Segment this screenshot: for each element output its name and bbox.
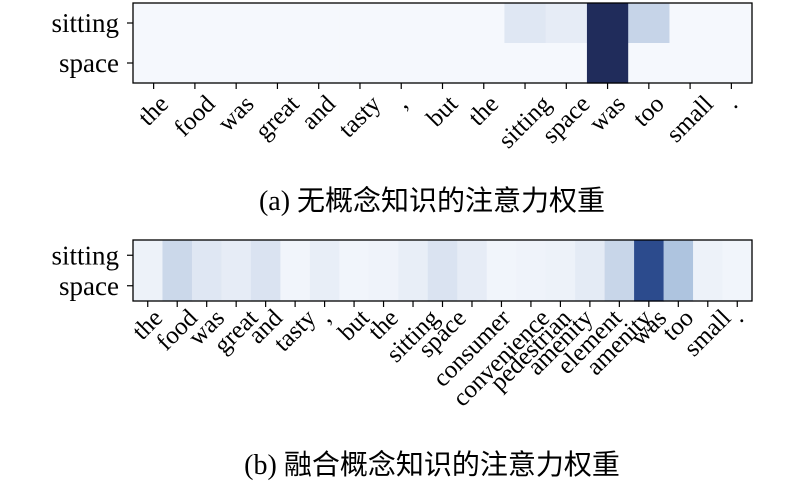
x-tick-label: . [720, 91, 744, 115]
x-tick-label: great [250, 90, 304, 144]
heatmap-cell [628, 3, 671, 44]
heatmap-cell [280, 240, 311, 272]
heatmap-cell [575, 240, 606, 272]
caption-a: (a) 无概念知识的注意力权重 [259, 185, 605, 217]
heatmap-cell [634, 240, 665, 272]
heatmap-cell [162, 240, 193, 272]
heatmap-cell [309, 270, 340, 302]
heatmap-cell [339, 43, 382, 84]
heatmap-cell [191, 270, 223, 302]
heatmap-cell [545, 270, 576, 302]
x-tick-label: was [213, 91, 260, 138]
heatmap-panel-b: sittingspacethefoodwasgreatandtasty,butt… [51, 239, 753, 412]
heatmap-cell [516, 270, 547, 302]
heatmap-cell [339, 240, 370, 272]
heatmap-cell [221, 270, 252, 302]
heatmap-cell [669, 43, 712, 84]
heatmap-cell [368, 270, 399, 302]
heatmap-cell [463, 43, 505, 84]
heatmap-cell [215, 43, 258, 84]
heatmap-cell [463, 3, 505, 44]
heatmap-cell [486, 270, 517, 302]
heatmap-cell [398, 240, 429, 272]
heatmap-cell [427, 240, 458, 272]
heatmap-cell [256, 43, 299, 84]
heatmap-cell [339, 270, 370, 302]
heatmap-cell [133, 240, 164, 272]
x-tick-label: food [169, 90, 221, 142]
heatmap-cell [339, 3, 382, 44]
x-tick-label: tasty [334, 90, 387, 143]
heatmap-cell [486, 240, 517, 272]
heatmap-cell [669, 3, 712, 44]
heatmap-cell [298, 3, 340, 44]
heatmap-cell [634, 270, 665, 302]
caption-b: (b) 融合概念知识的注意力权重 [244, 449, 620, 481]
y-tick-label: sitting [51, 240, 119, 270]
heatmap-cell [298, 43, 340, 84]
heatmap-cell [368, 240, 399, 272]
heatmap-cell [604, 240, 635, 272]
heatmap-cell [586, 3, 629, 44]
heatmap-cell [504, 3, 547, 44]
y-tick-label: sitting [51, 8, 119, 38]
heatmap-cell [710, 43, 753, 84]
heatmap-cell [663, 240, 694, 272]
heatmap-cell [256, 3, 299, 44]
heatmap-cell [174, 43, 217, 84]
heatmap-cell [380, 43, 423, 84]
heatmap-cell [628, 43, 671, 84]
heatmap-cell [516, 240, 547, 272]
heatmap-cell [457, 270, 488, 302]
heatmap-cell [693, 270, 724, 302]
x-tick-label: and [296, 90, 341, 135]
x-tick-label: small [661, 90, 718, 147]
heatmap-cell [421, 3, 464, 44]
heatmap-cell [250, 240, 281, 272]
heatmap-cell [710, 3, 753, 44]
x-tick-label: the [133, 91, 174, 132]
heatmap-cell [722, 270, 753, 302]
heatmap-cell [191, 240, 223, 272]
heatmap-cell [421, 43, 464, 84]
heatmap-cell [174, 3, 217, 44]
heatmap-cell [604, 270, 635, 302]
heatmap-cell [133, 270, 164, 302]
heatmap-cells [133, 3, 753, 84]
heatmap-cells [133, 240, 753, 302]
heatmap-cell [133, 3, 175, 44]
heatmap-cell [693, 240, 724, 272]
heatmap-cell [380, 3, 423, 44]
x-tick-label: was [584, 91, 631, 138]
heatmap-cell [309, 240, 340, 272]
heatmap-cell [545, 240, 576, 272]
x-tick-label: but [422, 90, 464, 132]
heatmap-cell [133, 43, 175, 84]
heatmap-cell [722, 240, 753, 272]
heatmap-cell [575, 270, 606, 302]
heatmap-cell [504, 43, 547, 84]
heatmap-cell [250, 270, 281, 302]
heatmap-cell [545, 43, 588, 84]
y-tick-label: space [59, 48, 119, 78]
heatmap-cell [457, 240, 488, 272]
heatmap-cell [586, 43, 629, 84]
heatmap-cell [545, 3, 588, 44]
x-tick-label: the [463, 91, 504, 132]
heatmap-cell [663, 270, 694, 302]
heatmap-cell [221, 240, 252, 272]
heatmap-cell [215, 3, 258, 44]
heatmap-cell [427, 270, 458, 302]
heatmap-cell [280, 270, 311, 302]
heatmap-cell [162, 270, 193, 302]
y-tick-label: space [59, 271, 119, 301]
x-tick-label: tasty [269, 304, 322, 357]
x-tick-label: , [389, 91, 413, 115]
heatmap-cell [398, 270, 429, 302]
